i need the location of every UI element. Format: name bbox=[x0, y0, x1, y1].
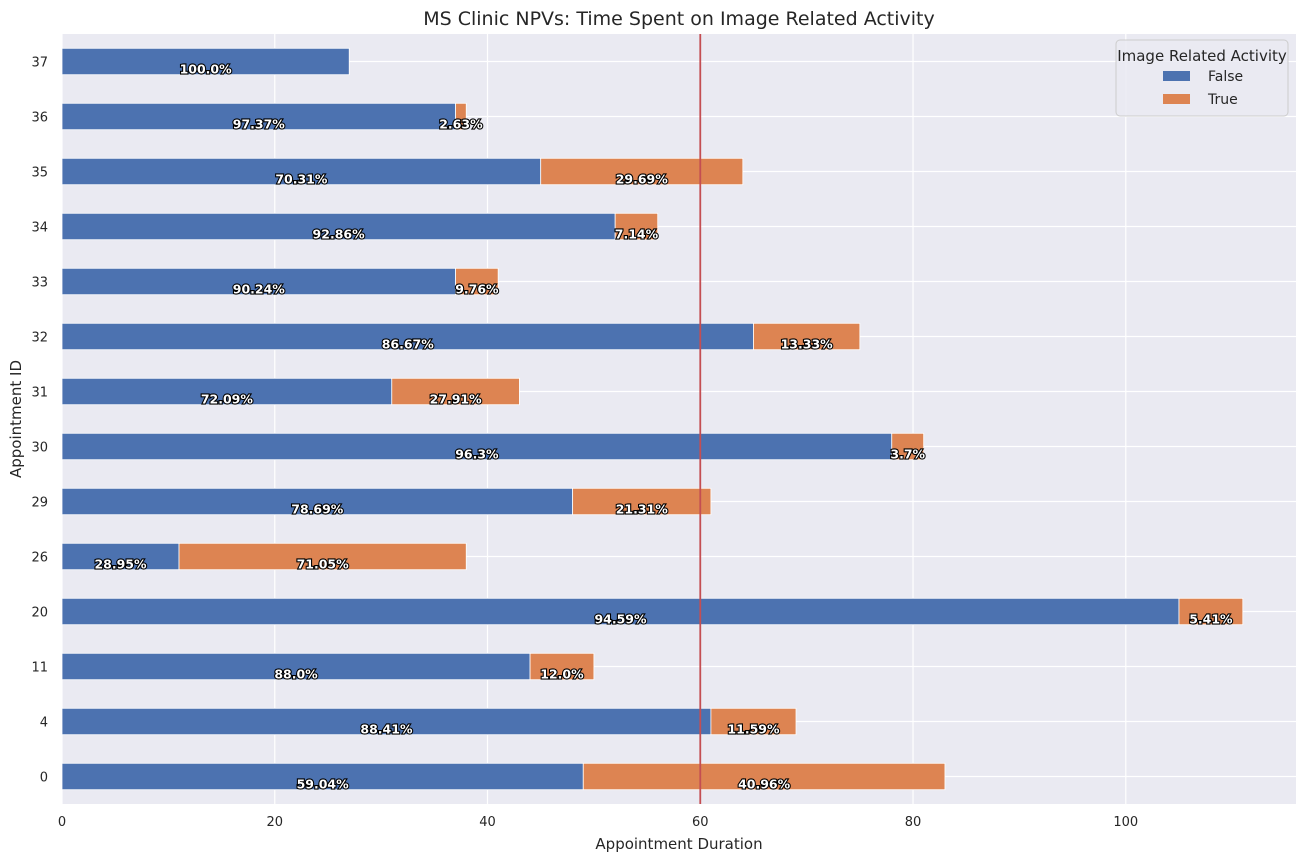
data-label-false-20: 94.59% bbox=[594, 612, 647, 627]
bar-false-0 bbox=[61, 762, 584, 791]
y-tick-label: 30 bbox=[31, 441, 48, 456]
y-tick-label: 35 bbox=[31, 166, 48, 181]
bar-true-11 bbox=[529, 652, 595, 681]
data-label-false-11: 88.0% bbox=[274, 667, 318, 682]
bar-true-30 bbox=[891, 432, 925, 461]
data-label-false-35: 70.31% bbox=[275, 172, 328, 187]
bar-true-35 bbox=[540, 157, 744, 186]
y-tick-label: 26 bbox=[31, 551, 48, 566]
bar-false-35 bbox=[61, 157, 542, 186]
data-label-true-36: 2.63% bbox=[439, 117, 483, 132]
y-tick-label: 32 bbox=[31, 331, 48, 346]
legend-label-true: True bbox=[1207, 92, 1238, 108]
data-label-false-26: 28.95% bbox=[94, 557, 147, 572]
y-tick-label: 37 bbox=[31, 56, 48, 71]
data-labels: 59.04% 40.96% 88.41% 11.59% 88.0% 12.0% 94.59%… bbox=[93, 61, 1234, 793]
y-tick-label: 20 bbox=[31, 606, 48, 621]
data-label-true-0: 40.96% bbox=[738, 777, 791, 792]
legend-swatch-true bbox=[1163, 94, 1190, 104]
bar-true-0 bbox=[582, 762, 946, 791]
x-tick-label: 80 bbox=[905, 815, 922, 830]
data-label-true-30: 3.7% bbox=[890, 447, 925, 462]
legend-box bbox=[1115, 39, 1289, 117]
bar-false-37 bbox=[61, 47, 350, 76]
data-label-true-31: 27.91% bbox=[430, 392, 483, 407]
data-label-false-34: 92.86% bbox=[313, 227, 366, 242]
x-tick-label: 60 bbox=[692, 815, 709, 830]
y-tick-label: 0 bbox=[40, 771, 48, 786]
y-tick-label: 11 bbox=[31, 661, 48, 676]
bar-false-26 bbox=[61, 542, 180, 571]
data-label-true-4: 11.59% bbox=[727, 722, 780, 737]
x-axis-label: Appointment Duration bbox=[595, 835, 762, 853]
x-tick-label: 100 bbox=[1113, 815, 1138, 830]
y-axis-label: Appointment ID bbox=[7, 360, 25, 478]
bar-false-33 bbox=[61, 267, 457, 296]
data-label-false-29: 78.69% bbox=[291, 502, 344, 517]
y-tick-label: 34 bbox=[31, 221, 48, 236]
data-label-true-11: 12.0% bbox=[540, 667, 584, 682]
data-label-true-35: 29.69% bbox=[616, 172, 669, 187]
data-label-false-4: 88.41% bbox=[360, 722, 413, 737]
bar-false-32 bbox=[61, 322, 754, 351]
legend: Image Related Activity False True bbox=[1115, 39, 1289, 117]
data-label-false-30: 96.3% bbox=[455, 447, 499, 462]
y-tick-label: 29 bbox=[31, 496, 48, 511]
bar-false-29 bbox=[61, 487, 574, 516]
data-label-false-37: 100.0% bbox=[180, 62, 233, 77]
data-label-true-29: 21.31% bbox=[616, 502, 669, 517]
bar-true-32 bbox=[753, 322, 861, 351]
data-label-true-20: 5.41% bbox=[1189, 612, 1233, 627]
data-label-true-26: 71.05% bbox=[297, 557, 350, 572]
bar-false-34 bbox=[61, 212, 616, 241]
bar-true-4 bbox=[710, 707, 797, 736]
data-label-true-34: 7.14% bbox=[615, 227, 659, 242]
data-label-false-33: 90.24% bbox=[233, 282, 286, 297]
legend-title: Image Related Activity bbox=[1117, 47, 1287, 65]
bar-false-36 bbox=[61, 102, 457, 131]
bar-true-34 bbox=[614, 212, 659, 241]
bar-true-20 bbox=[1178, 597, 1244, 626]
data-label-false-0: 59.04% bbox=[297, 777, 350, 792]
axis-ticks: 0 20 40 60 80 100 0 4 11 20 26 29 30 31 32 33 34 35 36 37 bbox=[31, 56, 1138, 831]
data-label-false-31: 72.09% bbox=[201, 392, 254, 407]
data-label-false-32: 86.67% bbox=[382, 337, 435, 352]
legend-label-false: False bbox=[1208, 69, 1243, 85]
y-tick-label: 33 bbox=[31, 276, 48, 291]
data-label-true-33: 9.76% bbox=[455, 282, 499, 297]
bar-true-26 bbox=[178, 542, 467, 571]
data-label-false-36: 97.37% bbox=[233, 117, 286, 132]
bars bbox=[61, 47, 1244, 791]
bar-true-31 bbox=[391, 377, 520, 406]
bar-true-36 bbox=[455, 102, 467, 131]
chart-title: MS Clinic NPVs: Time Spent on Image Rela… bbox=[423, 8, 935, 30]
x-tick-label: 0 bbox=[58, 815, 66, 830]
y-tick-label: 31 bbox=[31, 386, 48, 401]
bar-false-4 bbox=[61, 707, 712, 736]
bar-true-29 bbox=[572, 487, 712, 516]
x-tick-label: 20 bbox=[266, 815, 283, 830]
bar-true-33 bbox=[455, 267, 499, 296]
plot-background bbox=[62, 34, 1296, 804]
y-tick-label: 4 bbox=[40, 716, 48, 731]
x-tick-label: 40 bbox=[479, 815, 496, 830]
y-tick-label: 36 bbox=[31, 111, 48, 126]
legend-swatch-false bbox=[1163, 71, 1190, 81]
bar-false-30 bbox=[61, 432, 893, 461]
data-label-true-32: 13.33% bbox=[781, 337, 834, 352]
